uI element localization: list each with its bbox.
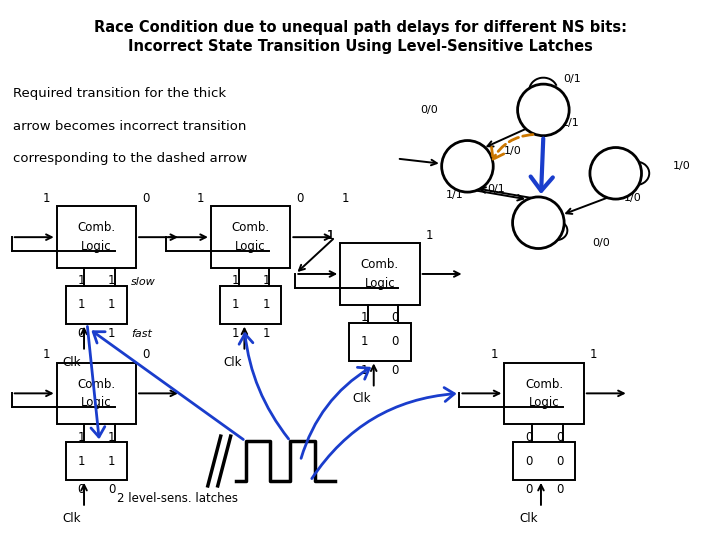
Text: 10: 10 — [535, 103, 552, 117]
Bar — [66, 286, 127, 323]
Text: 1/0: 1/0 — [672, 160, 690, 171]
Bar — [340, 243, 420, 305]
Text: 1: 1 — [43, 348, 50, 361]
FancyArrowPatch shape — [93, 332, 243, 440]
Text: Comb.: Comb. — [77, 377, 115, 390]
Circle shape — [590, 147, 642, 199]
Text: 1: 1 — [77, 430, 85, 444]
Text: 0: 0 — [143, 348, 150, 361]
Text: Comb.: Comb. — [525, 377, 563, 390]
FancyArrowPatch shape — [301, 367, 369, 458]
Text: 0: 0 — [525, 483, 532, 496]
Circle shape — [518, 84, 569, 136]
Text: Clk: Clk — [63, 355, 81, 369]
Text: 1: 1 — [108, 327, 115, 340]
Text: 0: 0 — [143, 192, 150, 205]
Text: 1/1: 1/1 — [446, 190, 464, 199]
Text: Logic: Logic — [364, 276, 395, 290]
Text: 0: 0 — [525, 430, 532, 444]
Text: 1: 1 — [262, 274, 270, 287]
Text: Clk: Clk — [352, 393, 371, 406]
Text: 1: 1 — [326, 228, 334, 242]
Text: 1: 1 — [361, 311, 368, 324]
Text: 1: 1 — [262, 327, 270, 340]
Text: 1: 1 — [197, 192, 204, 205]
Text: 01: 01 — [530, 216, 547, 229]
Text: 0/0: 0/0 — [593, 238, 611, 248]
Text: 0: 0 — [297, 192, 304, 205]
FancyArrowPatch shape — [239, 334, 289, 439]
Text: Clk: Clk — [519, 512, 538, 525]
Text: 1: 1 — [490, 348, 498, 361]
Text: 1: 1 — [231, 274, 239, 287]
Text: Required transition for the thick: Required transition for the thick — [12, 87, 226, 100]
Text: 11: 11 — [607, 167, 624, 180]
Bar — [349, 323, 410, 361]
Text: 1: 1 — [108, 274, 115, 287]
Text: 1: 1 — [590, 348, 598, 361]
Bar — [504, 362, 584, 424]
FancyArrowPatch shape — [312, 388, 454, 478]
Text: 0/1: 0/1 — [487, 184, 505, 194]
Text: 1: 1 — [231, 298, 239, 312]
Text: Clk: Clk — [63, 512, 81, 525]
Text: 0: 0 — [108, 483, 115, 496]
Text: 0: 0 — [556, 483, 563, 496]
FancyArrowPatch shape — [87, 327, 105, 437]
Text: 1: 1 — [108, 430, 115, 444]
Bar — [513, 442, 575, 480]
Bar — [220, 286, 282, 323]
Text: 2 level-sens. latches: 2 level-sens. latches — [117, 492, 238, 505]
Text: Logic: Logic — [528, 396, 559, 409]
Text: fast: fast — [131, 329, 152, 339]
Text: corresponding to the dashed arrow: corresponding to the dashed arrow — [12, 152, 247, 165]
Text: 1: 1 — [43, 192, 50, 205]
Text: Comb.: Comb. — [361, 258, 399, 271]
Text: slow: slow — [131, 277, 156, 287]
Text: 1: 1 — [326, 228, 334, 242]
Text: Clk: Clk — [223, 355, 241, 369]
Text: 0/1: 0/1 — [563, 74, 580, 84]
Text: 0: 0 — [556, 455, 563, 468]
Text: 0: 0 — [556, 430, 563, 444]
Text: Race Condition due to unequal path delays for different NS bits:: Race Condition due to unequal path delay… — [94, 20, 626, 35]
Text: 1: 1 — [77, 274, 85, 287]
Text: 0: 0 — [525, 455, 532, 468]
Text: 0: 0 — [77, 327, 85, 340]
Text: 1: 1 — [361, 335, 368, 348]
FancyArrowPatch shape — [531, 138, 553, 191]
Text: Comb.: Comb. — [232, 221, 269, 234]
Text: Logic: Logic — [81, 240, 112, 253]
Bar — [57, 206, 136, 268]
Text: 1: 1 — [77, 455, 85, 468]
Text: arrow becomes incorrect transition: arrow becomes incorrect transition — [12, 119, 246, 133]
Text: 0: 0 — [392, 335, 399, 348]
Text: 1: 1 — [262, 298, 270, 312]
Bar — [66, 442, 127, 480]
Text: 1: 1 — [108, 455, 115, 468]
Circle shape — [441, 140, 493, 192]
Text: 1: 1 — [341, 192, 348, 205]
Text: Incorrect State Transition Using Level-Sensitive Latches: Incorrect State Transition Using Level-S… — [127, 39, 593, 54]
Text: 1/1: 1/1 — [562, 118, 579, 128]
Circle shape — [513, 197, 564, 248]
Text: 1/0: 1/0 — [504, 146, 522, 156]
Text: 1: 1 — [231, 327, 239, 340]
Text: 0: 0 — [392, 311, 399, 324]
Text: 0: 0 — [77, 483, 85, 496]
Text: 1: 1 — [426, 228, 433, 242]
Text: 0: 0 — [392, 364, 399, 377]
Text: 00: 00 — [459, 160, 476, 173]
FancyArrowPatch shape — [492, 134, 533, 159]
Text: 0/0: 0/0 — [420, 105, 438, 114]
Bar — [211, 206, 290, 268]
Text: 1/0: 1/0 — [624, 193, 642, 203]
Text: 1: 1 — [77, 298, 85, 312]
Text: Logic: Logic — [235, 240, 266, 253]
Text: 1: 1 — [108, 298, 115, 312]
Text: Logic: Logic — [81, 396, 112, 409]
Text: Comb.: Comb. — [77, 221, 115, 234]
Text: 1: 1 — [361, 364, 368, 377]
Bar — [57, 362, 136, 424]
